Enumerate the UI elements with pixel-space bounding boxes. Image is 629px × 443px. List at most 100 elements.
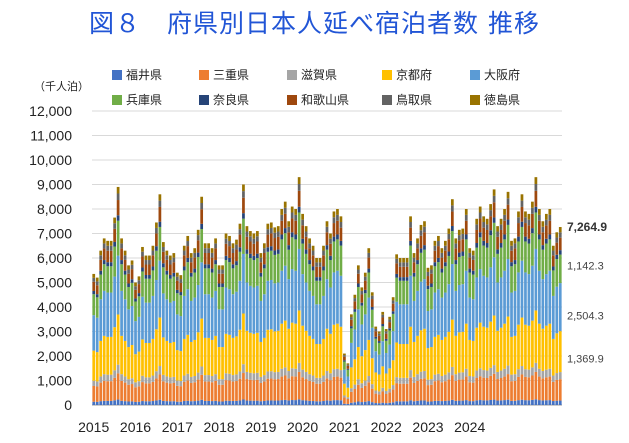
bar-segment: [318, 258, 322, 263]
bar-segment: [437, 400, 440, 405]
bar-segment: [179, 275, 183, 280]
bar-segment: [210, 252, 214, 258]
bar-segment: [437, 373, 440, 381]
bar-segment: [242, 313, 245, 365]
bar-segment: [367, 401, 371, 405]
bar-segment: [485, 229, 489, 243]
bar-segment: [377, 335, 381, 342]
bar-stack: [294, 209, 298, 405]
bar-segment: [182, 381, 186, 402]
bar-segment: [350, 317, 353, 320]
bar-segment: [283, 367, 287, 376]
bar-segment: [513, 290, 517, 336]
bar-stack: [482, 216, 486, 405]
bar-segment: [259, 272, 263, 277]
legend-item: 鳥取県: [382, 92, 432, 107]
bar-segment: [207, 337, 210, 376]
bar-segment: [538, 234, 541, 240]
bar-segment: [482, 245, 486, 276]
bar-segment: [207, 268, 210, 295]
bar-segment: [461, 233, 465, 240]
bar-segment: [423, 221, 426, 227]
bar-segment: [311, 250, 315, 256]
bar-segment: [388, 368, 392, 389]
bar-segment: [360, 387, 364, 403]
bar-segment: [182, 245, 186, 251]
bar-segment: [290, 269, 294, 323]
bar-segment: [503, 400, 506, 405]
bar-segment: [259, 276, 263, 301]
bar-segment: [510, 266, 513, 293]
bar-segment: [193, 339, 197, 376]
bar-segment: [430, 265, 433, 270]
bar-segment: [301, 369, 304, 378]
legend-item: 大阪府: [470, 67, 520, 82]
bar-segment: [370, 295, 374, 300]
bar-segment: [273, 372, 277, 380]
bar-segment: [398, 266, 402, 278]
bar-segment: [231, 400, 235, 405]
bar-segment: [437, 246, 440, 258]
bar-segment: [137, 316, 141, 352]
bar-segment: [273, 238, 277, 251]
bar-segment: [294, 234, 298, 240]
bar-segment: [513, 374, 517, 381]
bar-segment: [468, 272, 472, 298]
bar-stack: [290, 206, 294, 405]
bar-segment: [182, 270, 186, 296]
bar-segment: [430, 401, 433, 405]
bar-segment: [541, 400, 545, 405]
bar-segment: [416, 374, 419, 381]
bar-segment: [311, 295, 315, 339]
bar-segment: [506, 224, 510, 259]
bar-segment: [196, 229, 200, 236]
bar-segment: [492, 189, 496, 196]
bar-segment: [398, 304, 402, 344]
bar-segment: [221, 273, 224, 284]
bar-segment: [266, 251, 270, 281]
bar-segment: [262, 243, 266, 249]
bar-segment: [419, 400, 423, 405]
bar-segment: [531, 228, 534, 234]
bar-segment: [95, 352, 99, 382]
bar-segment: [360, 324, 364, 357]
bar-stack: [510, 240, 513, 405]
bar-segment: [245, 330, 249, 372]
bar-segment: [353, 309, 357, 312]
bar-segment: [398, 258, 402, 263]
bar-segment: [555, 373, 559, 380]
bar-segment: [294, 400, 298, 405]
bar-segment: [158, 399, 162, 405]
bar-segment: [168, 274, 172, 279]
bar-segment: [123, 274, 127, 300]
bar-segment: [155, 222, 158, 228]
bar-stack: [123, 250, 127, 405]
bar-segment: [182, 401, 186, 405]
bar-segment: [162, 293, 165, 338]
x-tick-label: 2020: [287, 419, 318, 435]
bar-segment: [311, 270, 315, 296]
bar-segment: [332, 217, 336, 224]
bar-segment: [141, 246, 144, 252]
bar-segment: [196, 235, 200, 241]
bar-segment: [367, 268, 371, 273]
bar-segment: [175, 293, 179, 315]
bar-segment: [503, 376, 506, 401]
bar-segment: [193, 401, 197, 405]
bar-segment: [224, 243, 228, 256]
bar-segment: [217, 379, 221, 385]
bar-segment: [109, 262, 113, 267]
bar-stack: [360, 287, 364, 405]
bar-segment: [482, 216, 486, 223]
bar-segment: [409, 377, 412, 401]
bar-segment: [231, 294, 235, 338]
bar-segment: [339, 400, 343, 405]
bar-segment: [92, 294, 96, 316]
bar-segment: [506, 365, 510, 375]
bar-segment: [315, 277, 318, 281]
bar-segment: [137, 293, 141, 297]
bar-stack: [231, 243, 235, 405]
bar-segment: [269, 371, 273, 379]
bar-segment: [182, 375, 186, 382]
bar-segment: [534, 212, 538, 249]
